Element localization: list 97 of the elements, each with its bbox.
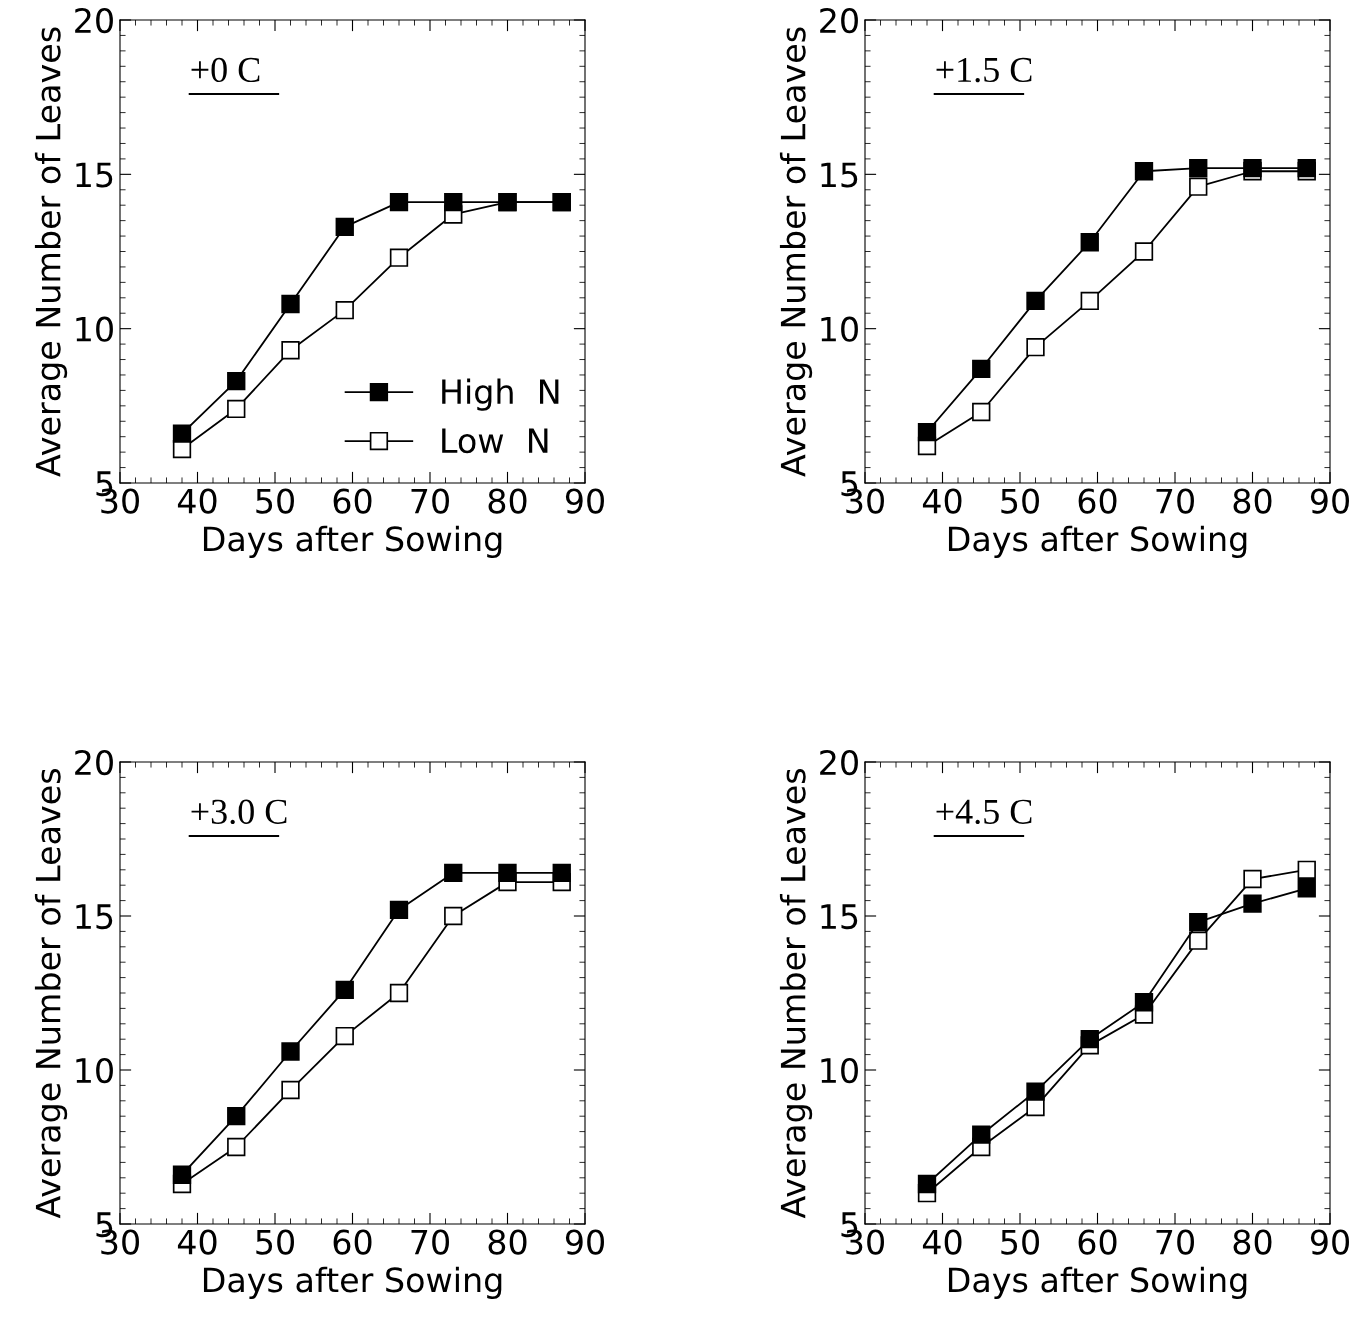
x-tick-label: 60 [1078, 488, 1117, 514]
point [1189, 931, 1208, 950]
x-tick-label: 50 [1001, 1229, 1039, 1255]
point [498, 863, 517, 883]
point [444, 863, 463, 883]
point [1189, 177, 1208, 196]
point [917, 422, 937, 442]
x-tick-label: 90 [565, 1229, 604, 1255]
point [281, 294, 300, 314]
y-tick-label: 10 [821, 1057, 858, 1084]
y-tick-label: 10 [76, 316, 113, 342]
point [172, 1165, 192, 1184]
point [335, 217, 354, 236]
point [1243, 894, 1262, 913]
x-tick-label: 70 [411, 488, 449, 514]
x-axis-title: Days after Sowing [948, 1266, 1247, 1299]
y-axis-title: Average Number of Leaves [779, 27, 813, 477]
annotation: +0 C [191, 57, 260, 83]
annotation: +1.5 C [936, 57, 1032, 83]
y-tick-label: 20 [75, 749, 113, 776]
x-tick-label: 80 [488, 1229, 527, 1255]
x-tick-label: 80 [488, 488, 527, 514]
point [1189, 158, 1208, 178]
point [227, 371, 246, 391]
x-tick-label: 40 [922, 488, 962, 514]
point [1243, 869, 1262, 889]
point [172, 424, 192, 443]
point [917, 1174, 937, 1194]
point [389, 192, 409, 212]
point [1026, 338, 1045, 357]
annotation: +3.0 C [191, 799, 287, 825]
point [1297, 879, 1316, 898]
y-tick-label: 10 [821, 316, 858, 342]
point [1134, 242, 1154, 261]
point [972, 402, 991, 422]
point [389, 983, 409, 1003]
y-tick-label: 15 [76, 904, 113, 930]
point [1080, 291, 1099, 311]
y-tick-label: 10 [76, 1057, 113, 1084]
x-tick-label: 60 [333, 1229, 372, 1255]
x-tick-label: 60 [333, 488, 372, 514]
x-tick-label: 50 [256, 1229, 294, 1255]
y-axis-title: Average Number of Leaves [779, 769, 813, 1219]
point [335, 980, 354, 1000]
y-tick-label: 15 [821, 904, 858, 930]
x-tick-label: 50 [1001, 488, 1039, 514]
x-tick-label: 40 [177, 1229, 217, 1255]
point [281, 341, 300, 360]
x-axis-title: Days after Sowing [203, 1266, 502, 1299]
point [444, 906, 463, 926]
legend-label: High N [442, 378, 559, 411]
y-axis-title: Average Number of Leaves [34, 769, 68, 1219]
point [444, 192, 463, 212]
x-tick-label: 80 [1233, 488, 1272, 514]
y-tick-label: 15 [76, 162, 113, 188]
x-axis-title: Days after Sowing [203, 525, 502, 558]
y-axis-title: Average Number of Leaves [34, 27, 68, 477]
y-tick-label: 20 [820, 749, 858, 776]
point [1026, 1082, 1045, 1101]
y-tick-label: 15 [821, 162, 858, 188]
x-tick-label: 40 [922, 1229, 962, 1255]
x-tick-label: 90 [565, 488, 604, 514]
point [1080, 233, 1099, 252]
x-tick-label: 70 [411, 1229, 449, 1255]
x-tick-label: 50 [256, 488, 294, 514]
point [1026, 291, 1045, 311]
point [227, 399, 246, 419]
y-tick-label: 20 [820, 7, 858, 34]
point [389, 248, 409, 267]
point [281, 1042, 300, 1061]
point [335, 300, 354, 320]
point [1134, 162, 1154, 181]
point [972, 359, 991, 378]
x-tick-label: 80 [1233, 1229, 1272, 1255]
x-tick-label: 90 [1310, 488, 1349, 514]
point [1297, 860, 1316, 879]
x-tick-label: 40 [177, 488, 217, 514]
annotation: +4.5 C [936, 799, 1032, 825]
x-tick-label: 70 [1156, 1229, 1194, 1255]
point [552, 863, 571, 883]
legend-label: Low N [442, 428, 548, 454]
point [227, 1107, 246, 1126]
y-tick-label: 20 [75, 7, 113, 34]
x-tick-label: 90 [1310, 1229, 1349, 1255]
x-tick-label: 70 [1156, 488, 1194, 514]
point [1189, 912, 1208, 932]
point [335, 1026, 354, 1046]
point [1134, 993, 1154, 1012]
x-tick-label: 60 [1078, 1229, 1117, 1255]
point [227, 1137, 246, 1157]
point [1243, 158, 1262, 178]
point [281, 1080, 300, 1100]
point [1297, 158, 1316, 178]
point [972, 1125, 991, 1144]
point [389, 900, 409, 920]
point [1080, 1030, 1099, 1049]
x-axis-title: Days after Sowing [948, 525, 1247, 558]
